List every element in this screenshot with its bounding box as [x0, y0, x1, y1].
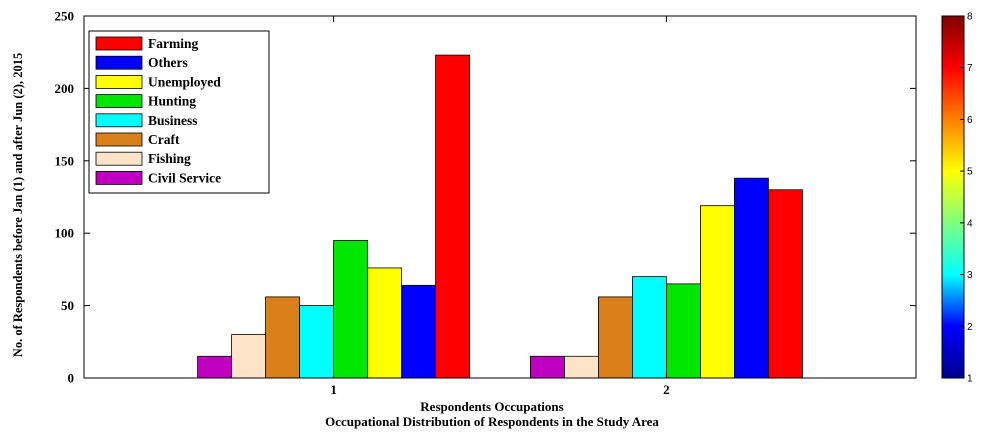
bar-civil-service-1 — [197, 355, 233, 379]
bars-group — [197, 54, 803, 379]
legend-label-unemployed: Unemployed — [148, 74, 221, 89]
bar-others-2 — [734, 177, 769, 379]
bar-craft-1 — [265, 296, 301, 379]
x-axis-label: Respondents Occupations — [420, 399, 563, 414]
legend: Farming Others Unemployed Hunting Business Cr… — [88, 30, 270, 194]
colorbar-gradient — [941, 15, 965, 379]
bar-farming-1 — [435, 54, 471, 379]
y-tick-label: 250 — [55, 9, 75, 24]
legend-label-craft: Craft — [148, 132, 180, 147]
colorbar-tick-label: 8 — [967, 12, 973, 23]
legend-swatch-unemployed — [95, 75, 143, 89]
bar-fishing-2 — [564, 355, 599, 379]
bar-civil-service-2 — [530, 355, 565, 379]
plot-frame — [83, 15, 917, 379]
bar-fishing-1 — [231, 334, 267, 379]
colorbar-tick-label: 3 — [967, 270, 973, 281]
legend-label-civil-service: Civil Service — [148, 170, 221, 185]
colorbar-tick-label: 5 — [967, 167, 973, 178]
y-tick-label: 150 — [55, 153, 75, 168]
bar-hunting-2 — [666, 283, 701, 379]
bar-farming-2 — [768, 189, 803, 379]
bar-business-1 — [299, 305, 335, 379]
colorbar: 1 2 3 4 5 6 7 8 — [941, 12, 973, 385]
legend-swatch-civil-service — [95, 170, 143, 185]
legend-swatch-others — [95, 55, 143, 70]
colorbar-tick-label: 6 — [967, 115, 973, 126]
chart-subtitle: Occupational Distribution of Respondents… — [325, 414, 659, 429]
legend-swatch-hunting — [95, 94, 143, 108]
colorbar-tick-label: 7 — [967, 63, 973, 74]
legend-label-fishing: Fishing — [148, 151, 191, 166]
y-tick-label: 200 — [55, 81, 75, 96]
y-tick-label: 0 — [68, 371, 75, 386]
legend-label-others: Others — [148, 55, 188, 70]
legend-swatch-farming — [95, 36, 143, 51]
y-tick-label: 100 — [55, 226, 75, 241]
bar-hunting-1 — [333, 240, 369, 379]
y-axis-label: No. of Respondents before Jan (1) and af… — [11, 53, 25, 357]
y-tick-label: 50 — [61, 298, 74, 313]
bar-unemployed-1 — [367, 267, 403, 379]
colorbar-tick-label: 4 — [967, 218, 973, 229]
bar-unemployed-2 — [700, 205, 735, 379]
legend-swatch-craft — [95, 132, 143, 147]
legend-label-hunting: Hunting — [148, 94, 196, 109]
legend-swatch-business — [95, 113, 143, 128]
bar-business-2 — [632, 276, 667, 379]
x-tick-label: 2 — [663, 382, 670, 397]
y-axis-ticks: 0 50 100 150 200 250 — [55, 9, 916, 386]
colorbar-tick-label: 1 — [967, 374, 973, 385]
colorbar-tick-label: 2 — [967, 322, 973, 333]
bar-others-1 — [401, 284, 437, 379]
legend-label-farming: Farming — [148, 36, 198, 51]
bar-craft-2 — [598, 296, 633, 379]
x-tick-label: 1 — [330, 382, 337, 397]
legend-label-business: Business — [148, 113, 198, 128]
legend-swatch-fishing — [95, 151, 143, 166]
